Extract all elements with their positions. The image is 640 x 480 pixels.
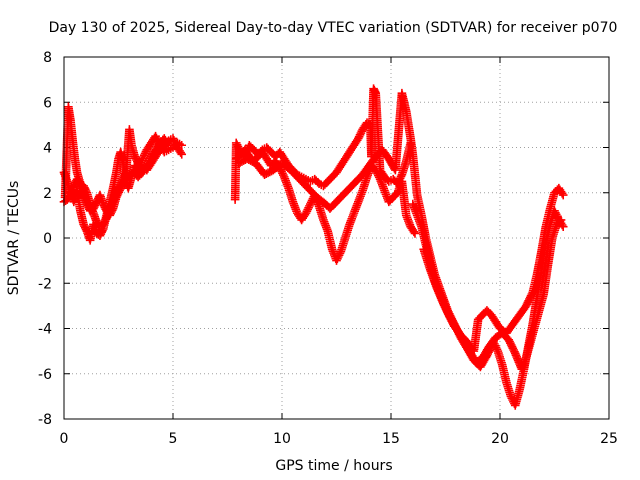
x-tick-label: 10 — [273, 431, 291, 447]
data-point — [558, 222, 568, 231]
y-tick-label: 2 — [43, 186, 52, 202]
data-point — [410, 229, 420, 238]
x-tick-label: 15 — [382, 431, 400, 447]
y-tick-label: 4 — [43, 141, 52, 157]
data-point — [556, 215, 566, 225]
y-tick-label: -2 — [38, 276, 52, 292]
series-trace-8 — [419, 215, 566, 374]
y-tick-label: -4 — [38, 322, 52, 338]
x-tick-label: 25 — [600, 431, 618, 447]
data-point — [164, 140, 173, 150]
y-tick-label: -6 — [38, 367, 52, 383]
data-markers — [59, 84, 568, 410]
series-trace-3 — [59, 134, 173, 220]
y-tick-label: -8 — [38, 412, 52, 428]
y-tick-label: 8 — [43, 50, 52, 66]
tick-labels: 0 5 10 15 20 25 -8 -6 -4 -2 0 2 4 6 8 — [38, 50, 618, 447]
data-point — [177, 149, 187, 159]
data-point — [555, 217, 564, 226]
chart-title: Day 130 of 2025, Sidereal Day-to-day VTE… — [49, 20, 618, 36]
y-tick-label: 6 — [43, 95, 52, 111]
x-tick-label: 5 — [169, 431, 178, 447]
data-point — [558, 190, 568, 200]
x-tick-label: 20 — [491, 431, 509, 447]
x-axis-label: GPS time / hours — [275, 458, 392, 474]
x-tick-label: 0 — [60, 431, 69, 447]
grid — [64, 57, 609, 419]
plot-frame — [63, 56, 610, 420]
y-axis-label: SDTVAR / TECUs — [6, 181, 22, 296]
series-trace-4 — [230, 84, 415, 204]
y-tick-label: 0 — [43, 231, 52, 247]
